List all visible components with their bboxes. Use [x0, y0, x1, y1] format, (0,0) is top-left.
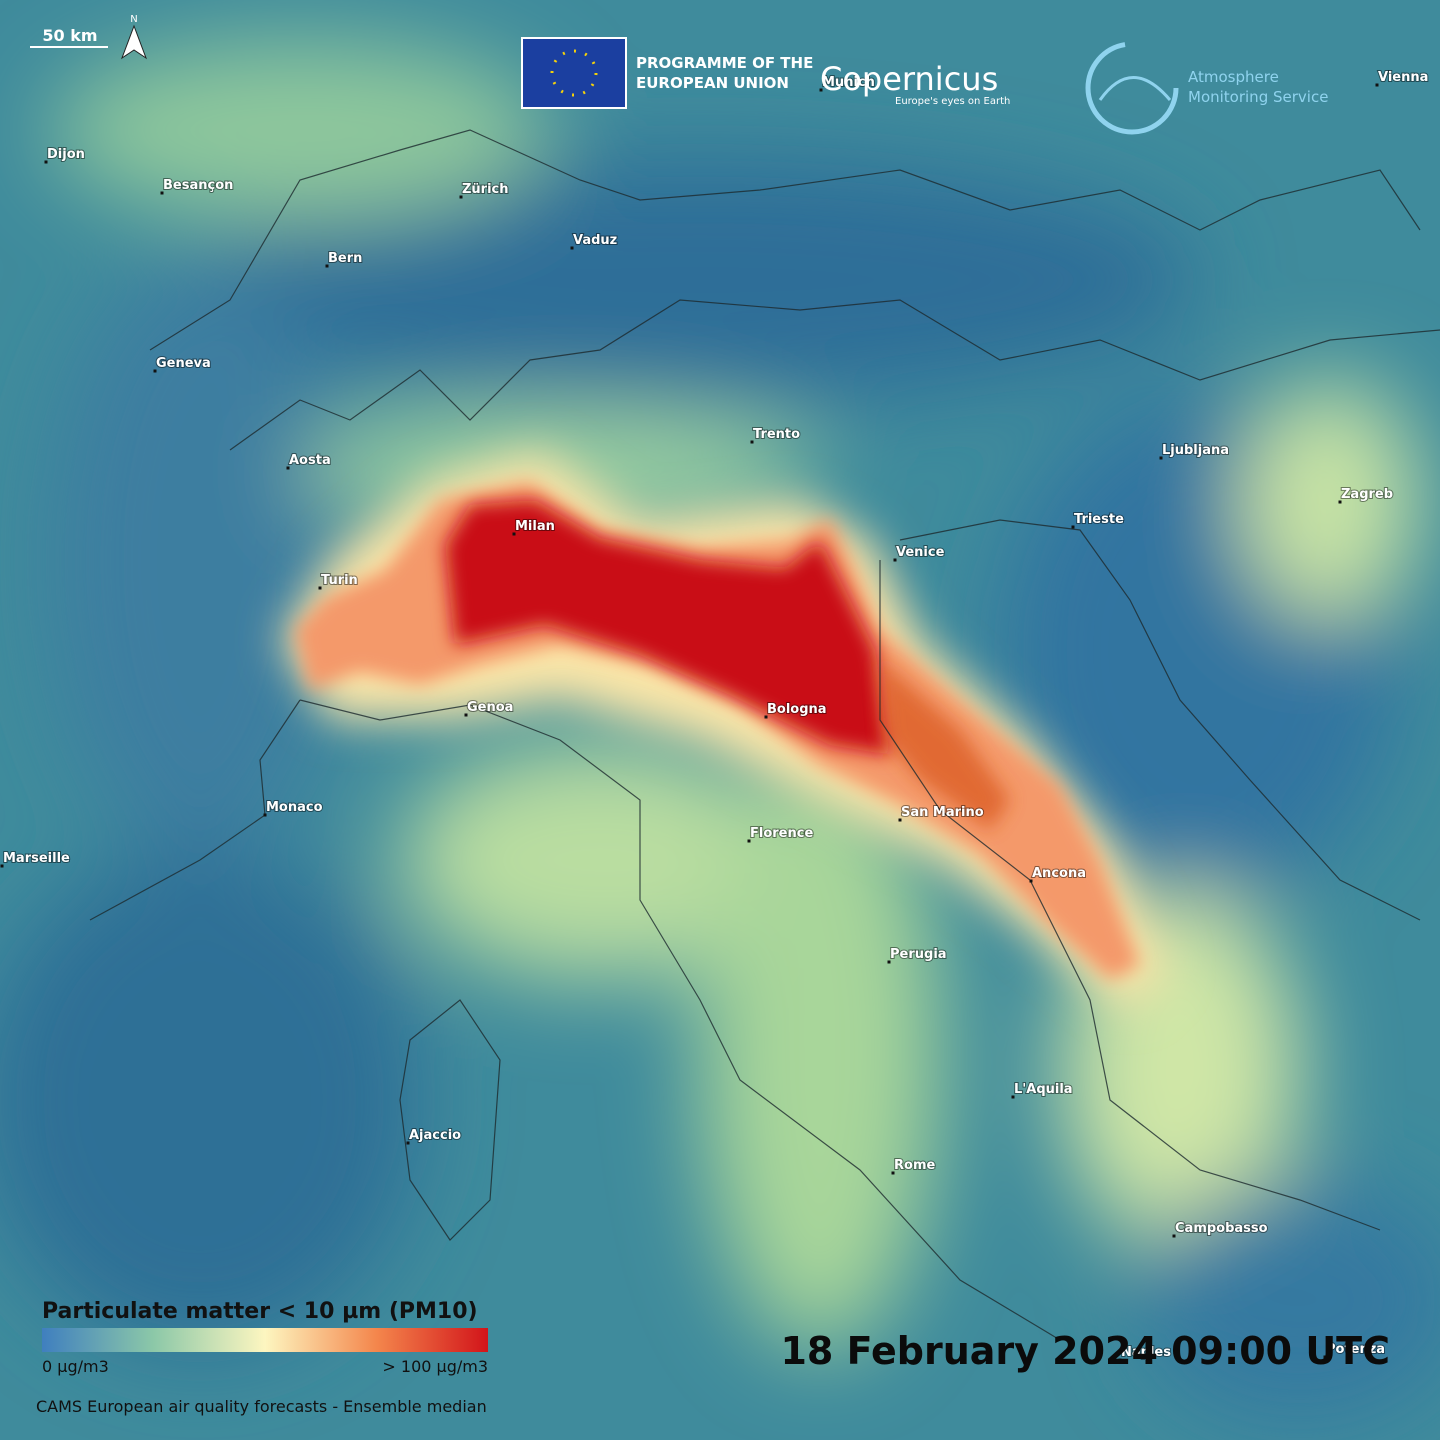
north-arrow: [120, 24, 148, 60]
city-dot: [459, 195, 463, 199]
legend-title: Particulate matter < 10 µm (PM10): [42, 1299, 478, 1324]
city-label: Vienna: [1378, 70, 1428, 85]
north-label: N: [130, 14, 137, 25]
city-layer: Dijon Besançon Zürich Vaduz Bern Geneva Aosta T…: [0, 69, 1429, 1362]
timestamp: 18 February 2024 09:00 UTC: [780, 1329, 1390, 1373]
city-label: Venice: [896, 545, 945, 560]
city-label: Trieste: [1074, 512, 1124, 527]
city-dot: [1118, 1358, 1122, 1362]
eu-text: PROGRAMME OF THE: [636, 54, 813, 72]
cams-text: Atmosphere: [1188, 68, 1279, 86]
plume-core: [445, 500, 890, 755]
city-label: Genoa: [467, 700, 513, 715]
city-dot: [898, 818, 902, 822]
city-label: Naples: [1121, 1345, 1171, 1360]
city-dot: [887, 960, 891, 964]
city-dot: [1375, 83, 1379, 87]
city-dot: [44, 160, 48, 164]
city-label: Potenza: [1326, 1342, 1385, 1357]
city-dot: [819, 88, 823, 92]
city-dot: [1011, 1095, 1015, 1099]
city-dot: [764, 715, 768, 719]
city-dot: [891, 1171, 895, 1175]
legend-colorbar: [42, 1328, 488, 1352]
city-dot: [325, 264, 329, 268]
concentration-field: [0, 40, 1440, 1420]
city-dot: [1323, 1355, 1327, 1359]
legend-max: > 100 µg/m3: [382, 1357, 488, 1376]
city-dot: [1338, 500, 1342, 504]
source-note: CAMS European air quality forecasts - En…: [36, 1397, 487, 1416]
cams-logo: [1098, 76, 1172, 101]
city-label: Ancona: [1032, 866, 1086, 881]
city-label: Milan: [515, 519, 555, 534]
eu-text: EUROPEAN UNION: [636, 74, 789, 92]
city-label: Campobasso: [1175, 1221, 1268, 1236]
city-dot: [747, 839, 751, 843]
cams-logo: [1085, 41, 1179, 135]
city-label: Dijon: [47, 147, 85, 162]
city-dot: [1172, 1234, 1176, 1238]
city-label: Ljubljana: [1162, 443, 1229, 458]
city-dot: [464, 713, 468, 717]
city-label: Trento: [753, 427, 800, 442]
city-dot: [570, 246, 574, 250]
city-label: L'Aquila: [1014, 1082, 1073, 1097]
city-dot: [1159, 456, 1163, 460]
city-dot: [512, 532, 516, 536]
city-dot: [286, 466, 290, 470]
city-label: San Marino: [901, 805, 984, 820]
scale-label: 50 km: [42, 26, 97, 45]
borders: [89, 129, 1440, 1341]
city-label: Aosta: [289, 453, 331, 468]
plume-mid: [880, 660, 1010, 830]
city-label: Monaco: [266, 800, 323, 815]
city-label: Munich: [822, 75, 875, 90]
legend-min: 0 µg/m3: [42, 1357, 109, 1376]
copernicus-logo: Copernicus: [820, 60, 998, 98]
city-label: Ajaccio: [409, 1128, 461, 1143]
city-dot: [0, 864, 4, 868]
city-label: Florence: [750, 826, 813, 841]
eu-flag: [521, 37, 627, 109]
city-dot: [263, 813, 267, 817]
city-label: Bologna: [767, 702, 827, 717]
copernicus-tagline: Europe's eyes on Earth: [895, 96, 1010, 107]
city-dot: [318, 586, 322, 590]
city-label: Marseille: [3, 851, 70, 866]
city-label: Zagreb: [1341, 487, 1393, 502]
city-label: Vaduz: [573, 233, 617, 248]
city-dot: [1071, 525, 1075, 529]
city-label: Geneva: [156, 356, 211, 371]
city-dot: [893, 558, 897, 562]
city-label: Zürich: [462, 182, 509, 197]
city-label: Rome: [894, 1158, 935, 1173]
city-label: Turin: [321, 573, 358, 588]
city-dot: [1029, 879, 1033, 883]
city-label: Perugia: [890, 947, 947, 962]
eu-stars: [550, 49, 598, 97]
cams-text: Monitoring Service: [1188, 88, 1328, 106]
city-dot: [750, 440, 754, 444]
city-dot: [153, 369, 157, 373]
city-dot: [406, 1141, 410, 1145]
city-dot: [160, 191, 164, 195]
city-label: Besançon: [163, 178, 233, 193]
city-label: Bern: [328, 251, 362, 266]
